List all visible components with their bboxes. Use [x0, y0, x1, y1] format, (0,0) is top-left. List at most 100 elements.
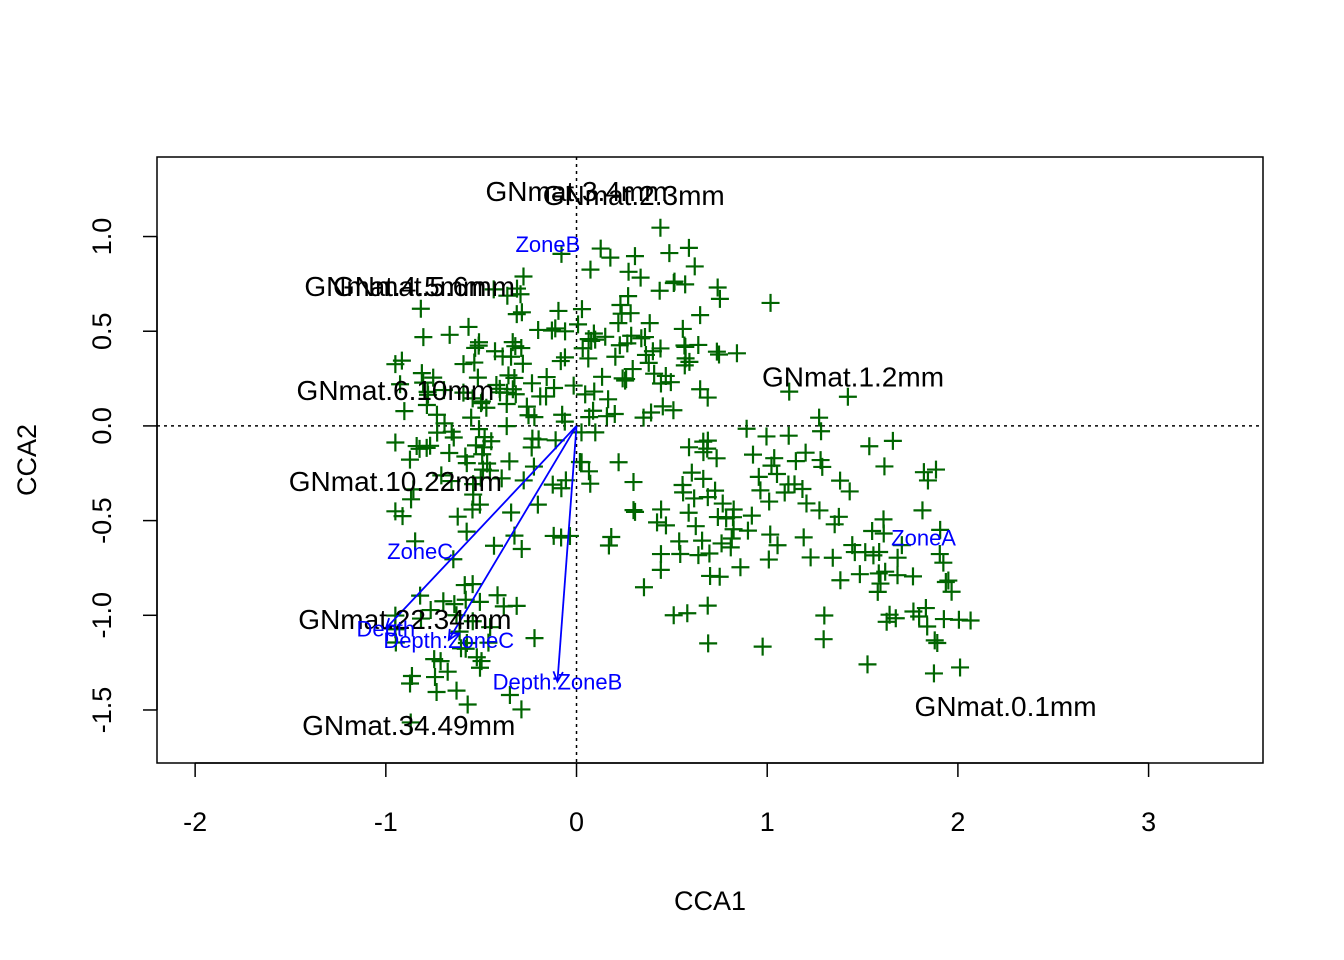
site-point: [619, 262, 638, 281]
site-point: [903, 567, 922, 586]
site-point: [487, 376, 506, 395]
site-point: [648, 513, 667, 532]
site-point: [656, 516, 675, 535]
site-point: [797, 494, 816, 513]
site-point: [691, 380, 710, 399]
site-point: [698, 431, 717, 450]
x-tick-label: 1: [760, 807, 775, 837]
site-point: [680, 438, 699, 457]
site-point: [780, 382, 799, 401]
site-point: [522, 374, 541, 393]
site-point: [447, 681, 466, 700]
site-point: [674, 483, 693, 502]
x-axis-title: CCA1: [674, 886, 746, 916]
site-point: [694, 443, 713, 462]
site-point: [626, 502, 645, 521]
site-point: [840, 482, 859, 501]
site-point: [713, 494, 732, 513]
site-point: [671, 545, 690, 564]
site-points: [386, 218, 980, 732]
species-label: GNmat.1.2mm: [762, 362, 944, 393]
site-point: [742, 506, 761, 525]
x-tick-label: 2: [950, 807, 965, 837]
site-point: [775, 483, 794, 502]
site-point: [698, 388, 717, 407]
site-point: [442, 472, 461, 491]
site-point: [928, 633, 947, 652]
site-point: [707, 449, 726, 468]
site-point: [868, 582, 887, 601]
site-point: [645, 364, 664, 383]
site-point: [426, 668, 445, 687]
site-point: [761, 293, 780, 312]
site-point: [871, 574, 890, 593]
site-point: [609, 453, 628, 472]
site-point: [863, 522, 882, 541]
site-point: [386, 633, 405, 652]
site-point: [579, 349, 598, 368]
site-point: [710, 567, 729, 586]
site-point: [454, 383, 473, 402]
site-point: [457, 522, 476, 541]
site-point: [579, 462, 598, 481]
site-point: [525, 408, 544, 427]
x-tick-label: -2: [183, 807, 207, 837]
site-point: [814, 630, 833, 649]
site-point: [573, 339, 592, 358]
site-point: [942, 582, 961, 601]
site-point: [724, 508, 743, 527]
site-point: [435, 414, 454, 433]
site-point: [531, 387, 550, 406]
site-point: [640, 314, 659, 333]
site-point: [514, 471, 533, 490]
site-point: [411, 586, 430, 605]
site-point: [751, 481, 770, 500]
site-point: [698, 596, 717, 615]
site-point: [438, 662, 457, 681]
site-point: [599, 536, 618, 555]
site-point: [850, 565, 869, 584]
site-point: [580, 408, 599, 427]
site-point: [455, 576, 474, 595]
site-point: [552, 528, 571, 547]
site-point: [779, 426, 798, 445]
site-point: [689, 546, 708, 565]
site-point: [913, 501, 932, 520]
environment-arrow: [385, 425, 578, 630]
site-point: [731, 558, 750, 577]
species-label: GNmat.22.34mm: [298, 604, 511, 635]
site-point: [434, 381, 453, 400]
site-point: [599, 390, 618, 409]
site-point: [693, 531, 712, 550]
species-label: GNmat.4.5mm: [304, 271, 486, 302]
site-point: [700, 544, 719, 563]
site-point: [651, 374, 670, 393]
site-point: [463, 389, 482, 408]
site-point: [555, 348, 574, 367]
site-point: [651, 560, 670, 579]
site-point: [470, 420, 489, 439]
environment-arrow: [556, 425, 578, 682]
site-point: [472, 652, 491, 671]
site-point: [434, 592, 453, 611]
site-point: [400, 450, 419, 469]
site-point: [749, 467, 768, 486]
site-point: [402, 490, 421, 509]
site-point: [611, 296, 630, 315]
site-point: [537, 368, 556, 387]
site-point: [544, 526, 563, 545]
site-point: [796, 443, 815, 462]
site-point: [708, 508, 727, 527]
site-point: [427, 405, 446, 424]
site-point: [424, 368, 443, 387]
site-point: [877, 612, 896, 631]
site-point: [456, 639, 475, 658]
site-point: [488, 586, 507, 605]
x-tick-label: -1: [374, 807, 398, 837]
site-point: [591, 239, 610, 258]
site-point: [411, 609, 430, 628]
site-point: [737, 419, 756, 438]
environment-label: ZoneC: [387, 539, 453, 564]
